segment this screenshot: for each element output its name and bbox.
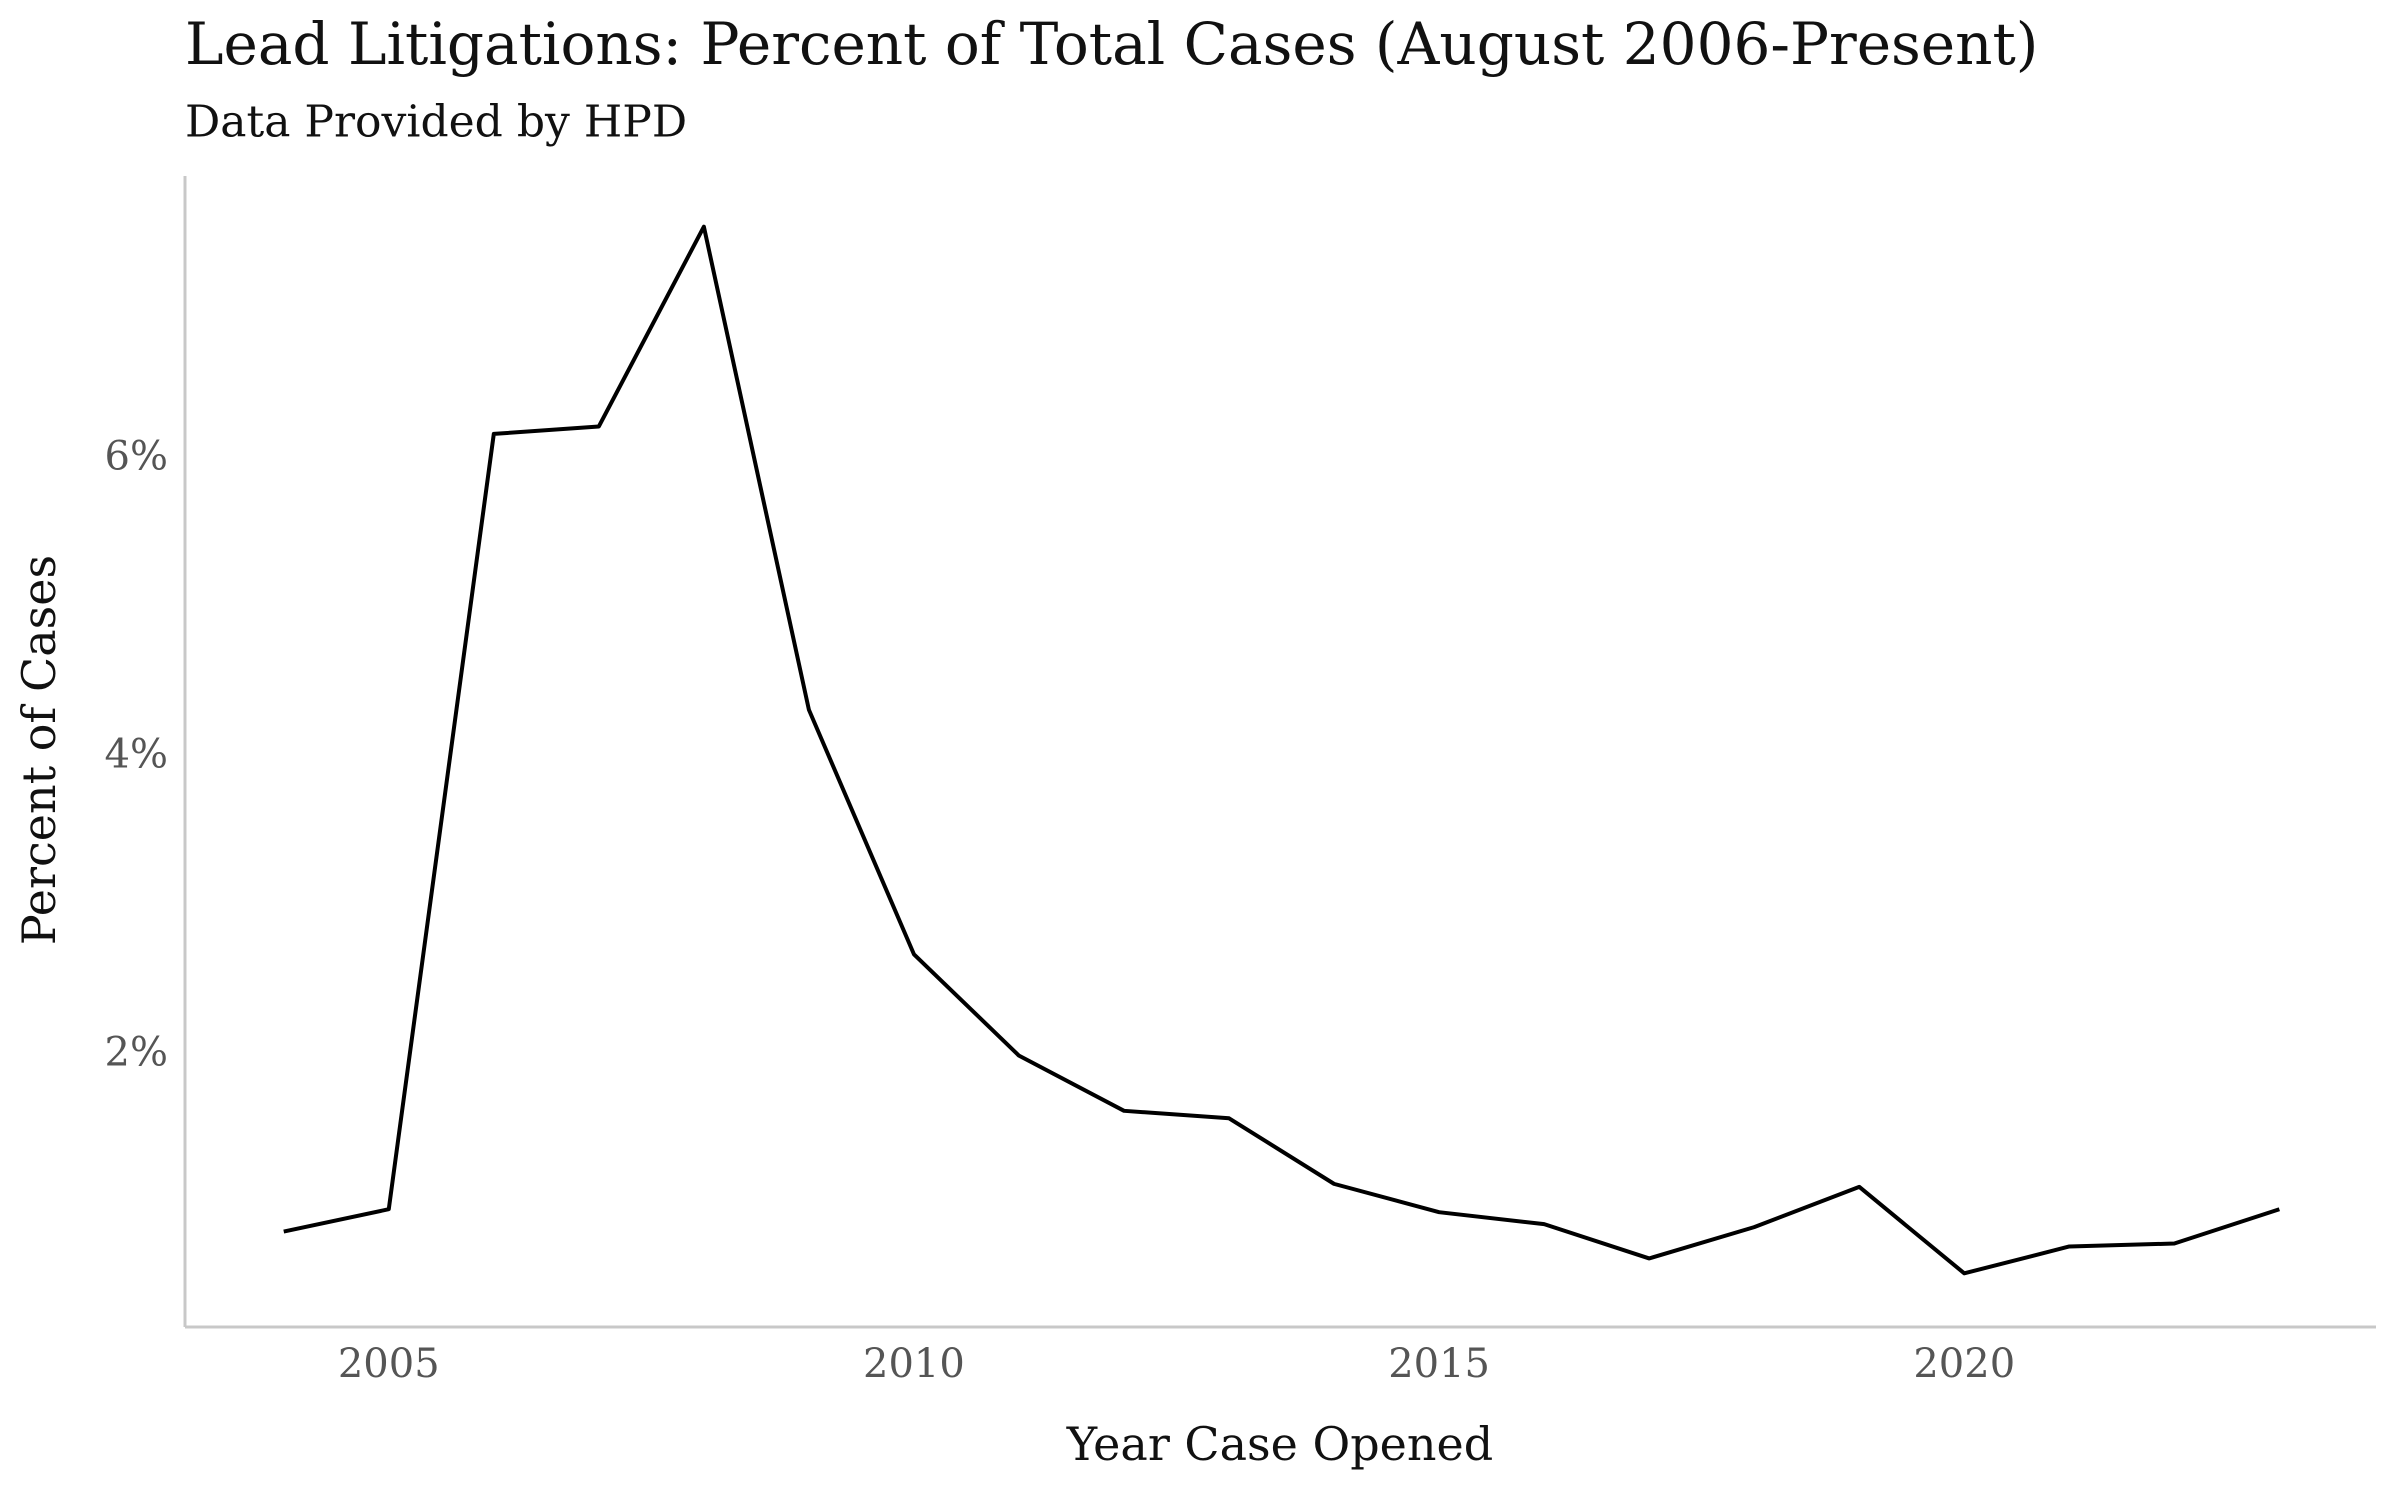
data-line <box>283 224 2280 1276</box>
x-tick-label: 2015 <box>1388 1341 1490 1387</box>
x-tick-label: 2010 <box>863 1341 965 1387</box>
y-tick-label: 2% <box>105 1030 168 1076</box>
x-tick-label: 2005 <box>338 1341 440 1387</box>
x-axis-title: Year Case Opened <box>1066 1417 1493 1471</box>
x-tick-label: 2020 <box>1913 1341 2015 1387</box>
y-tick-label: 6% <box>105 433 168 479</box>
chart-subtitle: Data Provided by HPD <box>185 97 687 148</box>
y-axis-title: Percent of Cases <box>12 555 66 945</box>
y-tick-label: 4% <box>105 731 168 777</box>
chart-title: Lead Litigations: Percent of Total Cases… <box>185 10 2038 78</box>
